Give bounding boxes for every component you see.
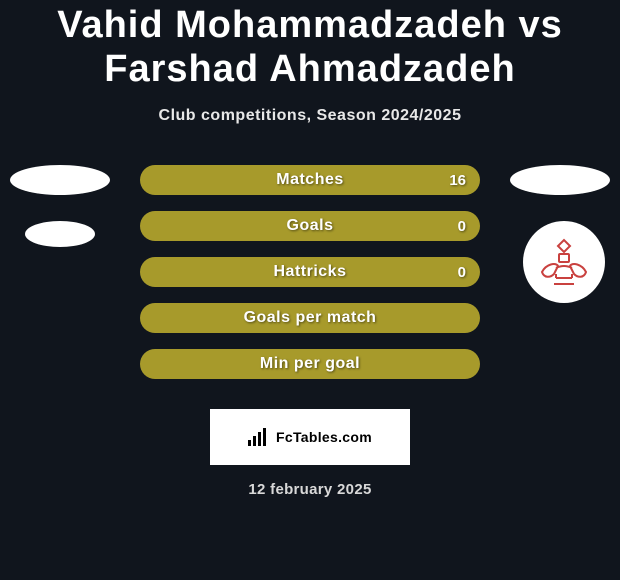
stat-bar-goals-per-match: Goals per match bbox=[140, 303, 480, 333]
stat-label: Goals bbox=[287, 217, 334, 235]
player-left-oval-bottom bbox=[25, 221, 95, 247]
page-title: Vahid Mohammadzadeh vs Farshad Ahmadzade… bbox=[0, 0, 620, 91]
stat-label: Goals per match bbox=[244, 309, 377, 327]
stat-bar-min-per-goal: Min per goal bbox=[140, 349, 480, 379]
date-text: 12 february 2025 bbox=[0, 481, 620, 498]
player-left-oval-top bbox=[10, 165, 110, 195]
player-right-oval-top bbox=[510, 165, 610, 195]
club-crest-icon bbox=[523, 221, 605, 303]
comparison-area: Matches 16 Goals 0 Hattricks 0 Goals per… bbox=[0, 165, 620, 395]
footer-brand-box: FcTables.com bbox=[210, 409, 410, 465]
stat-value: 16 bbox=[449, 172, 466, 189]
stat-bar-matches: Matches 16 bbox=[140, 165, 480, 195]
player-right-crest bbox=[523, 221, 605, 303]
stat-bar-goals: Goals 0 bbox=[140, 211, 480, 241]
stat-value: 0 bbox=[458, 218, 466, 235]
stat-bars: Matches 16 Goals 0 Hattricks 0 Goals per… bbox=[140, 165, 480, 379]
stat-value: 0 bbox=[458, 264, 466, 281]
stat-label: Matches bbox=[276, 171, 344, 189]
page-subtitle: Club competitions, Season 2024/2025 bbox=[0, 107, 620, 125]
stat-bar-hattricks: Hattricks 0 bbox=[140, 257, 480, 287]
stat-label: Min per goal bbox=[260, 355, 360, 373]
brand-logo: FcTables.com bbox=[248, 428, 372, 446]
bars-icon bbox=[248, 428, 270, 446]
brand-text: FcTables.com bbox=[276, 429, 372, 445]
stat-label: Hattricks bbox=[274, 263, 347, 281]
